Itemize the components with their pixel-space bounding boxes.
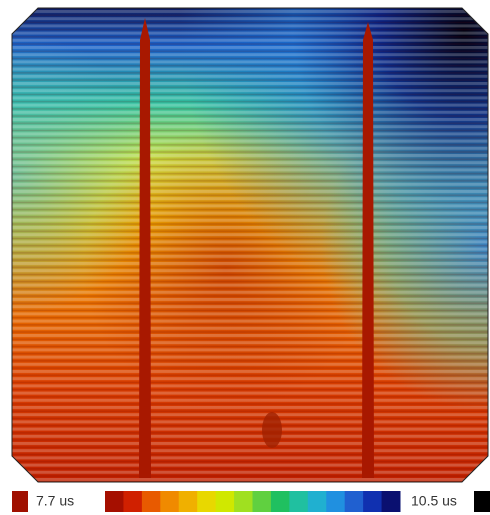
color-bar-segment	[326, 491, 345, 512]
color-bar-segment	[253, 491, 272, 512]
min-label: 7.7 us	[36, 493, 74, 509]
color-bar-segment	[142, 491, 161, 512]
min-swatch	[12, 491, 28, 512]
max-swatch	[474, 491, 490, 512]
color-bar-segment	[216, 491, 235, 512]
color-bar-segment	[271, 491, 290, 512]
color-bar-segment	[234, 491, 253, 512]
solar-cell-image	[12, 8, 488, 482]
lifetime-map-view: 7.7 us 10.5 us	[0, 0, 490, 515]
color-bar-segment	[345, 491, 364, 512]
color-bar	[105, 491, 401, 512]
color-bar-segment	[382, 491, 401, 512]
max-label: 10.5 us	[411, 493, 457, 509]
color-bar-segment	[179, 491, 198, 512]
color-bar-segment	[105, 491, 124, 512]
color-bar-segment	[123, 491, 142, 512]
color-bar-segment	[308, 491, 327, 512]
color-bar-segment	[160, 491, 179, 512]
color-bar-segment	[197, 491, 216, 512]
color-bar-segment	[363, 491, 382, 512]
color-legend: 7.7 us 10.5 us	[12, 491, 490, 512]
color-bar-segment	[289, 491, 308, 512]
